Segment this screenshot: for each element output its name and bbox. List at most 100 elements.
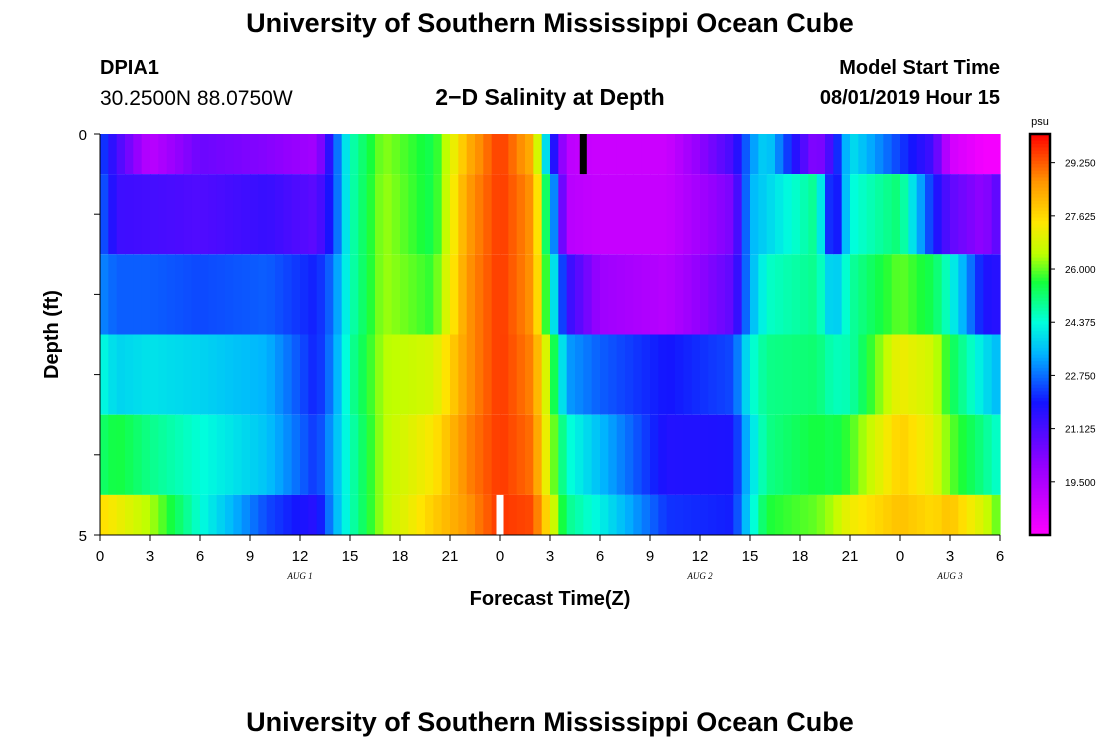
- heatmap-cell: [341, 254, 351, 335]
- heatmap-cell: [783, 254, 793, 335]
- heatmap-cell: [225, 494, 234, 535]
- heatmap-cell: [491, 134, 501, 175]
- heatmap-cell: [733, 494, 743, 535]
- heatmap-cell: [775, 254, 784, 335]
- heatmap-cell: [958, 494, 968, 535]
- heatmap-cell: [650, 414, 659, 495]
- colorbar-swatch: [1030, 160, 1050, 165]
- heatmap-cell: [408, 254, 418, 335]
- heatmap-cell: [350, 414, 359, 495]
- heatmap-cell: [100, 174, 109, 255]
- heatmap-row-1: [100, 174, 1001, 255]
- heatmap-cell: [916, 414, 926, 495]
- heatmap-cell: [941, 254, 951, 335]
- x-tick-label: 12: [692, 548, 709, 565]
- heatmap-cell: [308, 494, 318, 535]
- heatmap-cell: [441, 134, 451, 175]
- heatmap-cell: [341, 494, 351, 535]
- heatmap-cell: [200, 134, 209, 175]
- heatmap-cell: [716, 254, 726, 335]
- heatmap-cell: [366, 174, 376, 255]
- heatmap-cell: [700, 494, 709, 535]
- heatmap-cell: [600, 494, 609, 535]
- heatmap-cell: [325, 494, 334, 535]
- heatmap-cell: [558, 134, 568, 175]
- heatmap-cell: [550, 414, 559, 495]
- colorbar-swatch: [1030, 204, 1050, 209]
- heatmap-cell: [941, 174, 951, 255]
- heatmap-cell: [558, 254, 568, 335]
- heatmap-cell: [316, 414, 326, 495]
- colorbar-swatch: [1030, 354, 1050, 359]
- heatmap-cell: [758, 134, 768, 175]
- heatmap-cell: [475, 334, 484, 415]
- heatmap-cell: [250, 174, 259, 255]
- heatmap-cell: [425, 494, 434, 535]
- heatmap-cell: [866, 334, 876, 415]
- heatmap-cell: [966, 254, 976, 335]
- colorbar-unit: psu: [1031, 116, 1049, 128]
- colorbar-swatch: [1030, 260, 1050, 265]
- y-axis-ticks: 05: [79, 127, 100, 545]
- heatmap-cell: [375, 134, 384, 175]
- heatmap-cell: [891, 254, 901, 335]
- heatmap-cell: [708, 494, 718, 535]
- heatmap-cell: [350, 494, 359, 535]
- heatmap-cell: [100, 254, 109, 335]
- heatmap-cell: [316, 174, 326, 255]
- heatmap-cell: [383, 414, 393, 495]
- heatmap-cell: [716, 334, 726, 415]
- heatmap-cell: [591, 334, 601, 415]
- colorbar-swatch: [1030, 147, 1050, 152]
- heatmap-cell: [291, 254, 301, 335]
- heatmap-cell: [458, 494, 468, 535]
- heatmap-cell: [833, 134, 843, 175]
- heatmap-cell: [583, 334, 593, 415]
- heatmap-cell: [100, 414, 109, 495]
- heatmap-cell: [750, 134, 759, 175]
- colorbar-swatch: [1030, 234, 1050, 239]
- heatmap-cell: [641, 174, 651, 255]
- heatmap-cell: [541, 494, 551, 535]
- heatmap-cell: [775, 134, 784, 175]
- heatmap-cell: [416, 174, 426, 255]
- heatmap-cell: [800, 174, 809, 255]
- heatmap-cell: [408, 334, 418, 415]
- colorbar-swatch: [1030, 408, 1050, 412]
- heatmap-cell: [541, 414, 551, 495]
- colorbar-swatch: [1030, 418, 1050, 422]
- heatmap-cell: [716, 494, 726, 535]
- heatmap-cell: [825, 174, 834, 255]
- heatmap-cell: [758, 334, 768, 415]
- heatmap-cell: [291, 134, 301, 175]
- heatmap-cell: [958, 254, 968, 335]
- heatmap-cell: [333, 254, 343, 335]
- heatmap-cell: [625, 494, 634, 535]
- heatmap-cell: [591, 254, 601, 335]
- heatmap-cell: [108, 174, 118, 255]
- heatmap-cell: [441, 494, 451, 535]
- heatmap-cell: [333, 414, 343, 495]
- heatmap-cell: [900, 414, 909, 495]
- heatmap-cell: [958, 174, 968, 255]
- heatmap-cell: [116, 494, 126, 535]
- heatmap-cell: [766, 174, 776, 255]
- heatmap-cell: [533, 254, 543, 335]
- colorbar-swatch: [1030, 214, 1050, 219]
- x-tick-label: 3: [546, 548, 554, 565]
- heatmap-cell: [516, 134, 526, 175]
- heatmap-cell: [225, 174, 234, 255]
- heatmap-cell: [816, 254, 826, 335]
- product-title: 2−D Salinity at Depth: [435, 84, 665, 110]
- heatmap-cell: [883, 134, 893, 175]
- heatmap-cell: [866, 414, 876, 495]
- heatmap-cell: [508, 134, 518, 175]
- heatmap-cell: [283, 254, 293, 335]
- heatmap-cell: [133, 334, 143, 415]
- heatmap-cell: [358, 414, 368, 495]
- heatmap-cell: [983, 494, 993, 535]
- heatmap-cell: [183, 174, 193, 255]
- heatmap-cell: [525, 414, 534, 495]
- colorbar-swatch: [1030, 157, 1050, 162]
